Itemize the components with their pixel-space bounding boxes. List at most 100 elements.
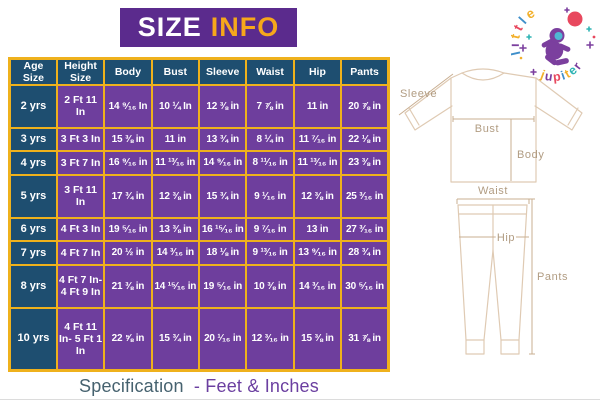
size-cell: 22 ⅛ in — [340, 126, 390, 153]
body-label: Body — [517, 149, 544, 161]
col-header-bust: Bust — [150, 57, 201, 87]
age-cell: 8 yrs — [8, 264, 58, 309]
size-cell: 4 Ft 7 In- 4 Ft 9 In — [55, 264, 106, 309]
size-table-body: 2 yrs 2 Ft 11 In 14 ⁹⁄₁₆ In 10 ¼ In 12 ⅜ in 7… — [8, 84, 390, 372]
age-cell: 4 yrs — [8, 150, 58, 177]
table-row: 8 yrs 4 Ft 7 In- 4 Ft 9 In 21 ⅜ in 14 ¹⁵⁄₁₆… — [8, 264, 390, 309]
table-row: 2 yrs 2 Ft 11 In 14 ⁹⁄₁₆ In 10 ¼ In 12 ⅜ in 7… — [8, 84, 390, 129]
size-cell: 17 ¾ in — [103, 174, 153, 219]
age-cell: 6 yrs — [8, 216, 58, 243]
col-header-waist: Waist — [245, 57, 295, 87]
hip-label: Hip — [497, 232, 515, 244]
sparkle-icons — [519, 7, 596, 76]
caption: Specification - Feet & Inches — [8, 376, 390, 397]
size-cell: 22 ⅝ in — [103, 306, 153, 372]
size-cell: 7 ⅞ in — [245, 84, 295, 129]
size-cell: 20 ½ in — [103, 240, 153, 267]
size-cell: 12 ⅜ in — [150, 174, 201, 219]
title-info-text: INFO — [210, 12, 280, 42]
size-cell: 19 ⁵⁄₁₆ in — [103, 216, 153, 243]
age-cell: 5 yrs — [8, 174, 58, 219]
pajama-diagram: Sleeve Bust Body Waist Hip Pants — [398, 68, 583, 355]
size-cell: 27 ³⁄₁₆ in — [340, 216, 390, 243]
size-cell: 14 ³⁄₁₆ in — [292, 264, 343, 309]
table-row: 6 yrs 4 Ft 3 In 19 ⁵⁄₁₆ in 13 ⅜ in 16 ¹⁵⁄₁₆ … — [8, 216, 390, 243]
size-cell: 30 ⁵⁄₁₆ in — [340, 264, 390, 309]
size-cell: 12 ⅜ in — [197, 84, 248, 129]
size-cell: 4 Ft 11 In- 5 Ft 1 In — [55, 306, 106, 372]
col-header-hip: Hip — [292, 57, 343, 87]
size-cell: 11 ⁷⁄₁₆ in — [292, 126, 343, 153]
brand-logo: little jupiter — [511, 4, 596, 84]
size-cell: 14 ³⁄₁₆ in — [150, 240, 201, 267]
sleeve-label: Sleeve — [400, 88, 437, 100]
size-cell: 21 ⅜ in — [103, 264, 153, 309]
size-cell: 13 ⅜ in — [150, 216, 201, 243]
size-cell: 15 ¾ in — [197, 174, 248, 219]
bust-label: Bust — [475, 123, 499, 135]
title-size-text: SIZE — [137, 12, 202, 42]
pants-label: Pants — [537, 271, 568, 283]
size-cell: 12 ³⁄₁₆ in — [245, 306, 295, 372]
size-cell: 4 Ft 7 In — [55, 240, 106, 267]
logo-word-little: little — [511, 4, 537, 57]
table-row: 7 yrs 4 Ft 7 In 20 ½ in 14 ³⁄₁₆ in 18 ⅛ in 9 … — [8, 240, 390, 267]
size-cell: 11 ¹³⁄₁₆ in — [292, 150, 343, 177]
size-cell: 14 ¹⁵⁄₁₆ in — [150, 264, 201, 309]
age-cell: 7 yrs — [8, 240, 58, 267]
size-cell: 14 ⁹⁄₁₆ In — [103, 84, 153, 129]
size-cell: 28 ¾ in — [340, 240, 390, 267]
table-row: 3 yrs 3 Ft 3 In 15 ⅜ in 11 in 13 ¾ in 8 ¼ in 1… — [8, 126, 390, 153]
size-cell: 25 ³⁄₁₆ in — [340, 174, 390, 219]
age-cell: 3 yrs — [8, 126, 58, 153]
size-cell: 14 ⁹⁄₁₆ in — [197, 150, 248, 177]
size-cell: 11 in — [150, 126, 201, 153]
size-cell: 31 ⅞ in — [340, 306, 390, 372]
size-cell: 3 Ft 3 In — [55, 126, 106, 153]
size-cell: 13 ¾ in — [197, 126, 248, 153]
col-header-body: Body — [103, 57, 153, 87]
size-cell: 11 ¹³⁄₁₆ in — [150, 150, 201, 177]
size-cell: 15 ¾ in — [150, 306, 201, 372]
size-cell: 10 ¼ In — [150, 84, 201, 129]
size-cell: 3 Ft 7 In — [55, 150, 106, 177]
size-cell: 16 ⁹⁄₁₆ in — [103, 150, 153, 177]
size-cell: 8 ¼ in — [245, 126, 295, 153]
size-cell: 8 ¹¹⁄₁₆ in — [245, 150, 295, 177]
col-header-height: Height Size — [55, 57, 106, 87]
size-cell: 9 ⁷⁄₁₆ in — [245, 216, 295, 243]
col-header-pants: Pants — [340, 57, 390, 87]
shirt-outline — [404, 68, 583, 183]
page-title: SIZE INFO — [120, 8, 297, 47]
size-table: Age Size Height Size Body Bust Sleeve Wa… — [8, 57, 390, 372]
table-row: 4 yrs 3 Ft 7 In 16 ⁹⁄₁₆ in 11 ¹³⁄₁₆ in 14 ⁹⁄… — [8, 150, 390, 177]
size-cell: 19 ⁵⁄₁₆ in — [197, 264, 248, 309]
size-cell: 13 in — [292, 216, 343, 243]
size-cell: 15 ⅜ in — [292, 306, 343, 372]
size-cell: 20 ⅞ in — [340, 84, 390, 129]
size-cell: 11 in — [292, 84, 343, 129]
size-cell: 20 ¹⁄₁₆ in — [197, 306, 248, 372]
size-cell: 15 ⅜ in — [103, 126, 153, 153]
size-cell: 12 ⅜ in — [292, 174, 343, 219]
size-cell: 3 Ft 11 In — [55, 174, 106, 219]
caption-units: - Feet & Inches — [193, 376, 319, 396]
size-cell: 4 Ft 3 In — [55, 216, 106, 243]
size-cell: 18 ⅛ in — [197, 240, 248, 267]
size-cell: 16 ¹⁵⁄₁₆ in — [197, 216, 248, 243]
age-cell: 10 yrs — [8, 306, 58, 372]
table-row: 5 yrs 3 Ft 11 In 17 ¾ in 12 ⅜ in 15 ¾ in 9 ¹⁄… — [8, 174, 390, 219]
col-header-age: Age Size — [8, 57, 58, 87]
measurement-lines — [398, 73, 535, 355]
planet-icon — [567, 11, 583, 27]
size-cell: 13 ⁹⁄₁₆ in — [292, 240, 343, 267]
size-cell: 9 ¹⁄₁₆ in — [245, 174, 295, 219]
size-cell: 23 ⅜ in — [340, 150, 390, 177]
age-cell: 2 yrs — [8, 84, 58, 129]
col-header-sleeve: Sleeve — [197, 57, 248, 87]
size-cell: 10 ⅜ in — [245, 264, 295, 309]
svg-text:little: little — [511, 4, 540, 57]
size-cell: 9 ¹³⁄₁₆ in — [245, 240, 295, 267]
waist-label: Waist — [478, 185, 508, 197]
pants-outline — [457, 204, 528, 355]
